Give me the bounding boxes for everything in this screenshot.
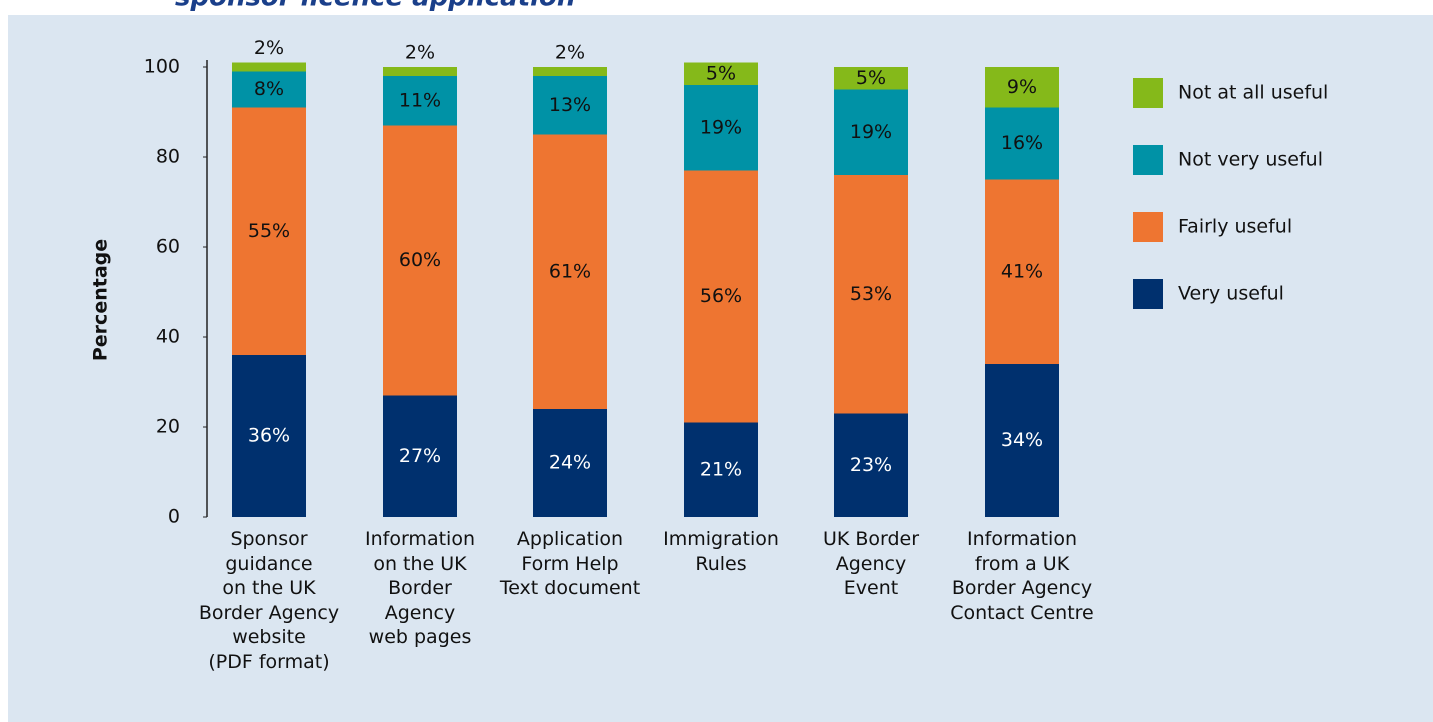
data-label: 34% (1001, 429, 1043, 451)
legend-swatch (1133, 145, 1163, 175)
bar-segment (834, 67, 908, 90)
data-label: 5% (856, 67, 886, 89)
data-label: 23% (850, 454, 892, 476)
legend-swatch (1133, 212, 1163, 242)
data-label: 55% (248, 220, 290, 242)
data-label: 2% (254, 37, 284, 59)
data-label: 8% (254, 78, 284, 100)
data-label: 19% (850, 121, 892, 143)
bar-segment (383, 67, 457, 76)
legend-swatch (1133, 279, 1163, 309)
data-label: 56% (700, 285, 742, 307)
data-label: 24% (549, 452, 591, 474)
legend-label: Fairly useful (1178, 216, 1292, 238)
data-label: 13% (549, 94, 591, 116)
x-tick-label: Information from a UK Border Agency Cont… (950, 528, 1094, 624)
chart-title: sponsor licence application (175, 0, 575, 13)
legend-label: Very useful (1178, 283, 1284, 305)
y-tick-label: 100 (144, 56, 180, 78)
data-label: 16% (1001, 132, 1043, 154)
bar-segment (684, 422, 758, 517)
data-label: 5% (706, 62, 736, 84)
bar-segment (383, 76, 457, 126)
bar-segment (684, 170, 758, 423)
data-label: 9% (1007, 76, 1037, 98)
bar-segment (232, 355, 306, 517)
bar-segment (985, 179, 1059, 364)
y-axis-label: Percentage (90, 239, 112, 361)
data-label: 41% (1001, 260, 1043, 282)
y-tick-label: 60 (156, 236, 180, 258)
data-label: 36% (248, 425, 290, 447)
bar-segment (684, 62, 758, 85)
data-label: 53% (850, 283, 892, 305)
bar-segment (533, 76, 607, 135)
legend-label: Not at all useful (1178, 82, 1328, 104)
bar-segment (232, 62, 306, 72)
data-label: 27% (399, 445, 441, 467)
y-tick-label: 20 (156, 416, 180, 438)
y-tick-label: 80 (156, 146, 180, 168)
bar-segment (985, 364, 1059, 517)
bar-segment (834, 413, 908, 517)
x-tick-label: Immigration Rules (663, 528, 779, 575)
x-tick-label: Sponsor guidance on the UK Border Agency… (198, 528, 340, 673)
bar-segment (834, 89, 908, 175)
data-label: 11% (399, 89, 441, 111)
data-label: 21% (700, 458, 742, 480)
data-label: 2% (555, 42, 585, 64)
bar-segment (533, 409, 607, 517)
bar-segment (533, 134, 607, 409)
bar-segment (383, 395, 457, 517)
bar-segment (985, 107, 1059, 180)
legend-label: Not very useful (1178, 149, 1323, 171)
bar-segment (985, 67, 1059, 108)
data-label: 61% (549, 260, 591, 282)
y-tick-label: 0 (168, 506, 180, 528)
bar-segment (834, 175, 908, 414)
data-label: 19% (700, 116, 742, 138)
bar-segment (383, 125, 457, 396)
x-tick-label: Information on the UK Border Agency web … (365, 528, 475, 648)
data-label: 2% (405, 42, 435, 64)
bar-segment (533, 67, 607, 76)
y-tick-label: 40 (156, 326, 180, 348)
data-label: 60% (399, 249, 441, 271)
x-tick-label: Application Form Help Text document (499, 528, 641, 599)
legend-swatch (1133, 78, 1163, 108)
bar-segment (232, 71, 306, 108)
bar-segment (684, 85, 758, 171)
bar-segment (232, 107, 306, 355)
x-tick-label: UK Border Agency Event (822, 528, 920, 599)
